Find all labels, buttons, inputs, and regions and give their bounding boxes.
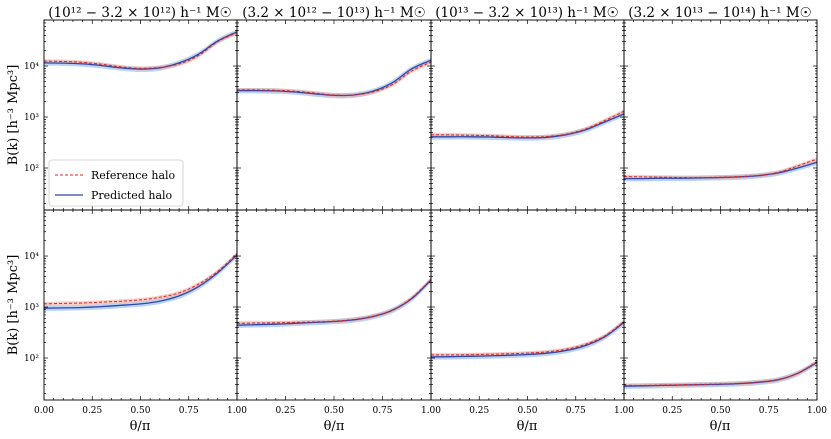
y-tick-label: 10³ — [24, 113, 39, 123]
legend-predicted-label: Predicted halo — [91, 189, 173, 202]
x-axis-label-0: θ/π — [130, 419, 151, 434]
x-tick-label: 0.25 — [82, 406, 102, 416]
x-tick-label: 0.75 — [759, 406, 779, 416]
series-line-reference — [431, 321, 625, 356]
x-tick-label: 0.50 — [710, 406, 730, 416]
column-title-0: (10¹² − 3.2 × 10¹²) h⁻¹ M☉ — [48, 5, 232, 21]
series-line-reference — [237, 61, 432, 96]
band-reference — [431, 109, 624, 140]
band-reference — [237, 60, 431, 98]
series-line-reference — [623, 361, 818, 386]
y-tick-label: 10³ — [24, 303, 39, 313]
x-tick-label: 0.75 — [566, 406, 586, 416]
panel-r1-c2: 0.25 0.50 0.75 1.00 — [430, 209, 634, 416]
band-predicted — [431, 319, 624, 360]
band-reference — [237, 277, 431, 326]
band-reference — [431, 319, 624, 357]
x-tick-label: 0.75 — [179, 406, 199, 416]
panel-r0-c3 — [623, 19, 818, 211]
panel-r1-c1: 0.25 0.50 0.75 1.00 — [236, 209, 441, 416]
series-line-predicted — [431, 113, 625, 139]
panel-frame — [236, 19, 432, 211]
band-reference — [624, 359, 817, 388]
x-axis-labels: θ/π θ/π θ/π θ/π — [130, 419, 731, 434]
panel-frame — [430, 209, 625, 401]
x-tick-label: 1.00 — [807, 406, 827, 416]
legend-reference-label: Reference halo — [91, 169, 176, 182]
panel-frame — [623, 209, 818, 401]
column-title-3: (3.2 × 10¹³ − 10¹⁴) h⁻¹ M☉ — [628, 5, 812, 21]
panel-r1-c3: 0.25 0.50 0.75 1.00 — [623, 209, 827, 416]
band-reference — [624, 157, 817, 180]
column-title-1: (3.2 × 10¹² − 10¹³) h⁻¹ M☉ — [242, 5, 426, 21]
x-tick-label: 1.00 — [227, 406, 247, 416]
x-tick-label: 0.50 — [517, 406, 537, 416]
series-line-reference — [43, 253, 238, 305]
y-axis-label-bottom: B(k) [h⁻³ Mpc³] — [6, 255, 21, 356]
y-axis-labels: B(k) [h⁻³ Mpc³] B(k) [h⁻³ Mpc³] — [6, 65, 21, 356]
x-axis-label-2: θ/π — [517, 419, 538, 434]
series-line-predicted — [236, 279, 432, 326]
series-line-predicted — [43, 31, 238, 70]
x-tick-label: 1.00 — [614, 406, 634, 416]
x-axis-label-1: θ/π — [324, 419, 345, 434]
series-line-predicted — [43, 254, 238, 309]
y-tick-label: 10² — [24, 164, 39, 174]
x-axis-label-3: θ/π — [710, 419, 731, 434]
x-tick-label: 0.50 — [324, 406, 344, 416]
series-line-reference — [430, 110, 625, 138]
x-tick-label: 0.25 — [469, 406, 489, 416]
y-tick-label: 10⁴ — [24, 252, 39, 262]
panel-r0-c1 — [236, 19, 432, 211]
column-title-2: (10¹³ − 3.2 × 10¹³) h⁻¹ M☉ — [435, 5, 619, 21]
x-tick-label: 1.00 — [421, 406, 441, 416]
y-tick-label: 10⁴ — [24, 62, 39, 72]
x-tick-label: 0.25 — [662, 406, 682, 416]
panel-frame — [430, 19, 625, 211]
series-line-predicted — [430, 321, 625, 358]
panel-frame — [623, 19, 818, 211]
x-tick-label: 0.50 — [130, 406, 150, 416]
legend: Reference halo Predicted halo — [48, 159, 184, 207]
band-reference — [44, 252, 237, 306]
x-tick-label: 0.00 — [34, 406, 54, 416]
series-line-reference — [43, 32, 238, 69]
y-tick-label: 10² — [24, 354, 39, 364]
y-axis-label-top: B(k) [h⁻³ Mpc³] — [6, 65, 21, 166]
x-tick-label: 0.25 — [275, 406, 295, 416]
panel-r0-c2 — [430, 19, 625, 211]
series-line-reference — [623, 158, 818, 179]
column-titles: (10¹² − 3.2 × 10¹²) h⁻¹ M☉ (3.2 × 10¹² −… — [48, 5, 812, 21]
x-tick-label: 0.75 — [372, 406, 392, 416]
panel-r1-c0: 10² 10³ 10⁴ 0.00 0.25 0.50 0.75 1.00 — [24, 209, 247, 416]
series-line-reference — [236, 278, 432, 324]
